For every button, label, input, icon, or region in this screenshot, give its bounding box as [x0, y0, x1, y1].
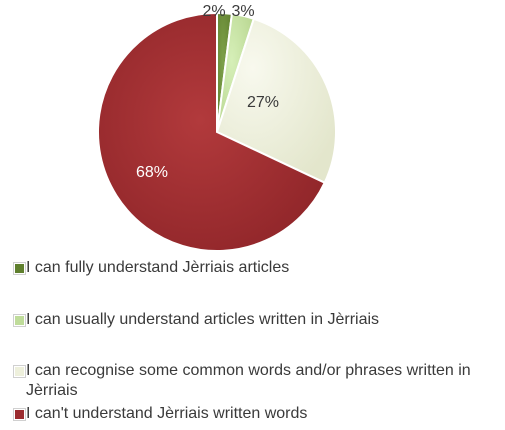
- pie-chart-svg: 2% 3% 27% 68%: [97, 3, 337, 252]
- slice-data-label: 68%: [136, 164, 168, 181]
- legend-label: I can fully understand Jèrriais articles: [26, 259, 290, 276]
- legend-label: I can't understand Jèrriais written word…: [26, 405, 308, 422]
- legend-swatch: [14, 263, 25, 274]
- slice-data-label: 27%: [247, 94, 279, 111]
- legend-item-cant-understand: I can't understand Jèrriais written word…: [14, 404, 494, 424]
- legend-label: I can usually understand articles writte…: [26, 311, 380, 328]
- slice-data-label: 2%: [202, 3, 225, 20]
- legend-swatch: [14, 315, 25, 326]
- legend-item-usually-understand: I can usually understand articles writte…: [14, 310, 494, 330]
- slice-cant-understand: [97, 11, 327, 252]
- legend-item-recognise-some: I can recognise some common words and/or…: [14, 361, 484, 401]
- legend-swatch: [14, 366, 25, 377]
- legend-item-fully-understand: I can fully understand Jèrriais articles: [14, 258, 494, 278]
- legend-swatch: [14, 409, 25, 420]
- slice-data-label: 3%: [231, 3, 254, 20]
- legend-label: I can recognise some common words and/or…: [26, 362, 471, 399]
- slice-recognise-some: [215, 17, 337, 184]
